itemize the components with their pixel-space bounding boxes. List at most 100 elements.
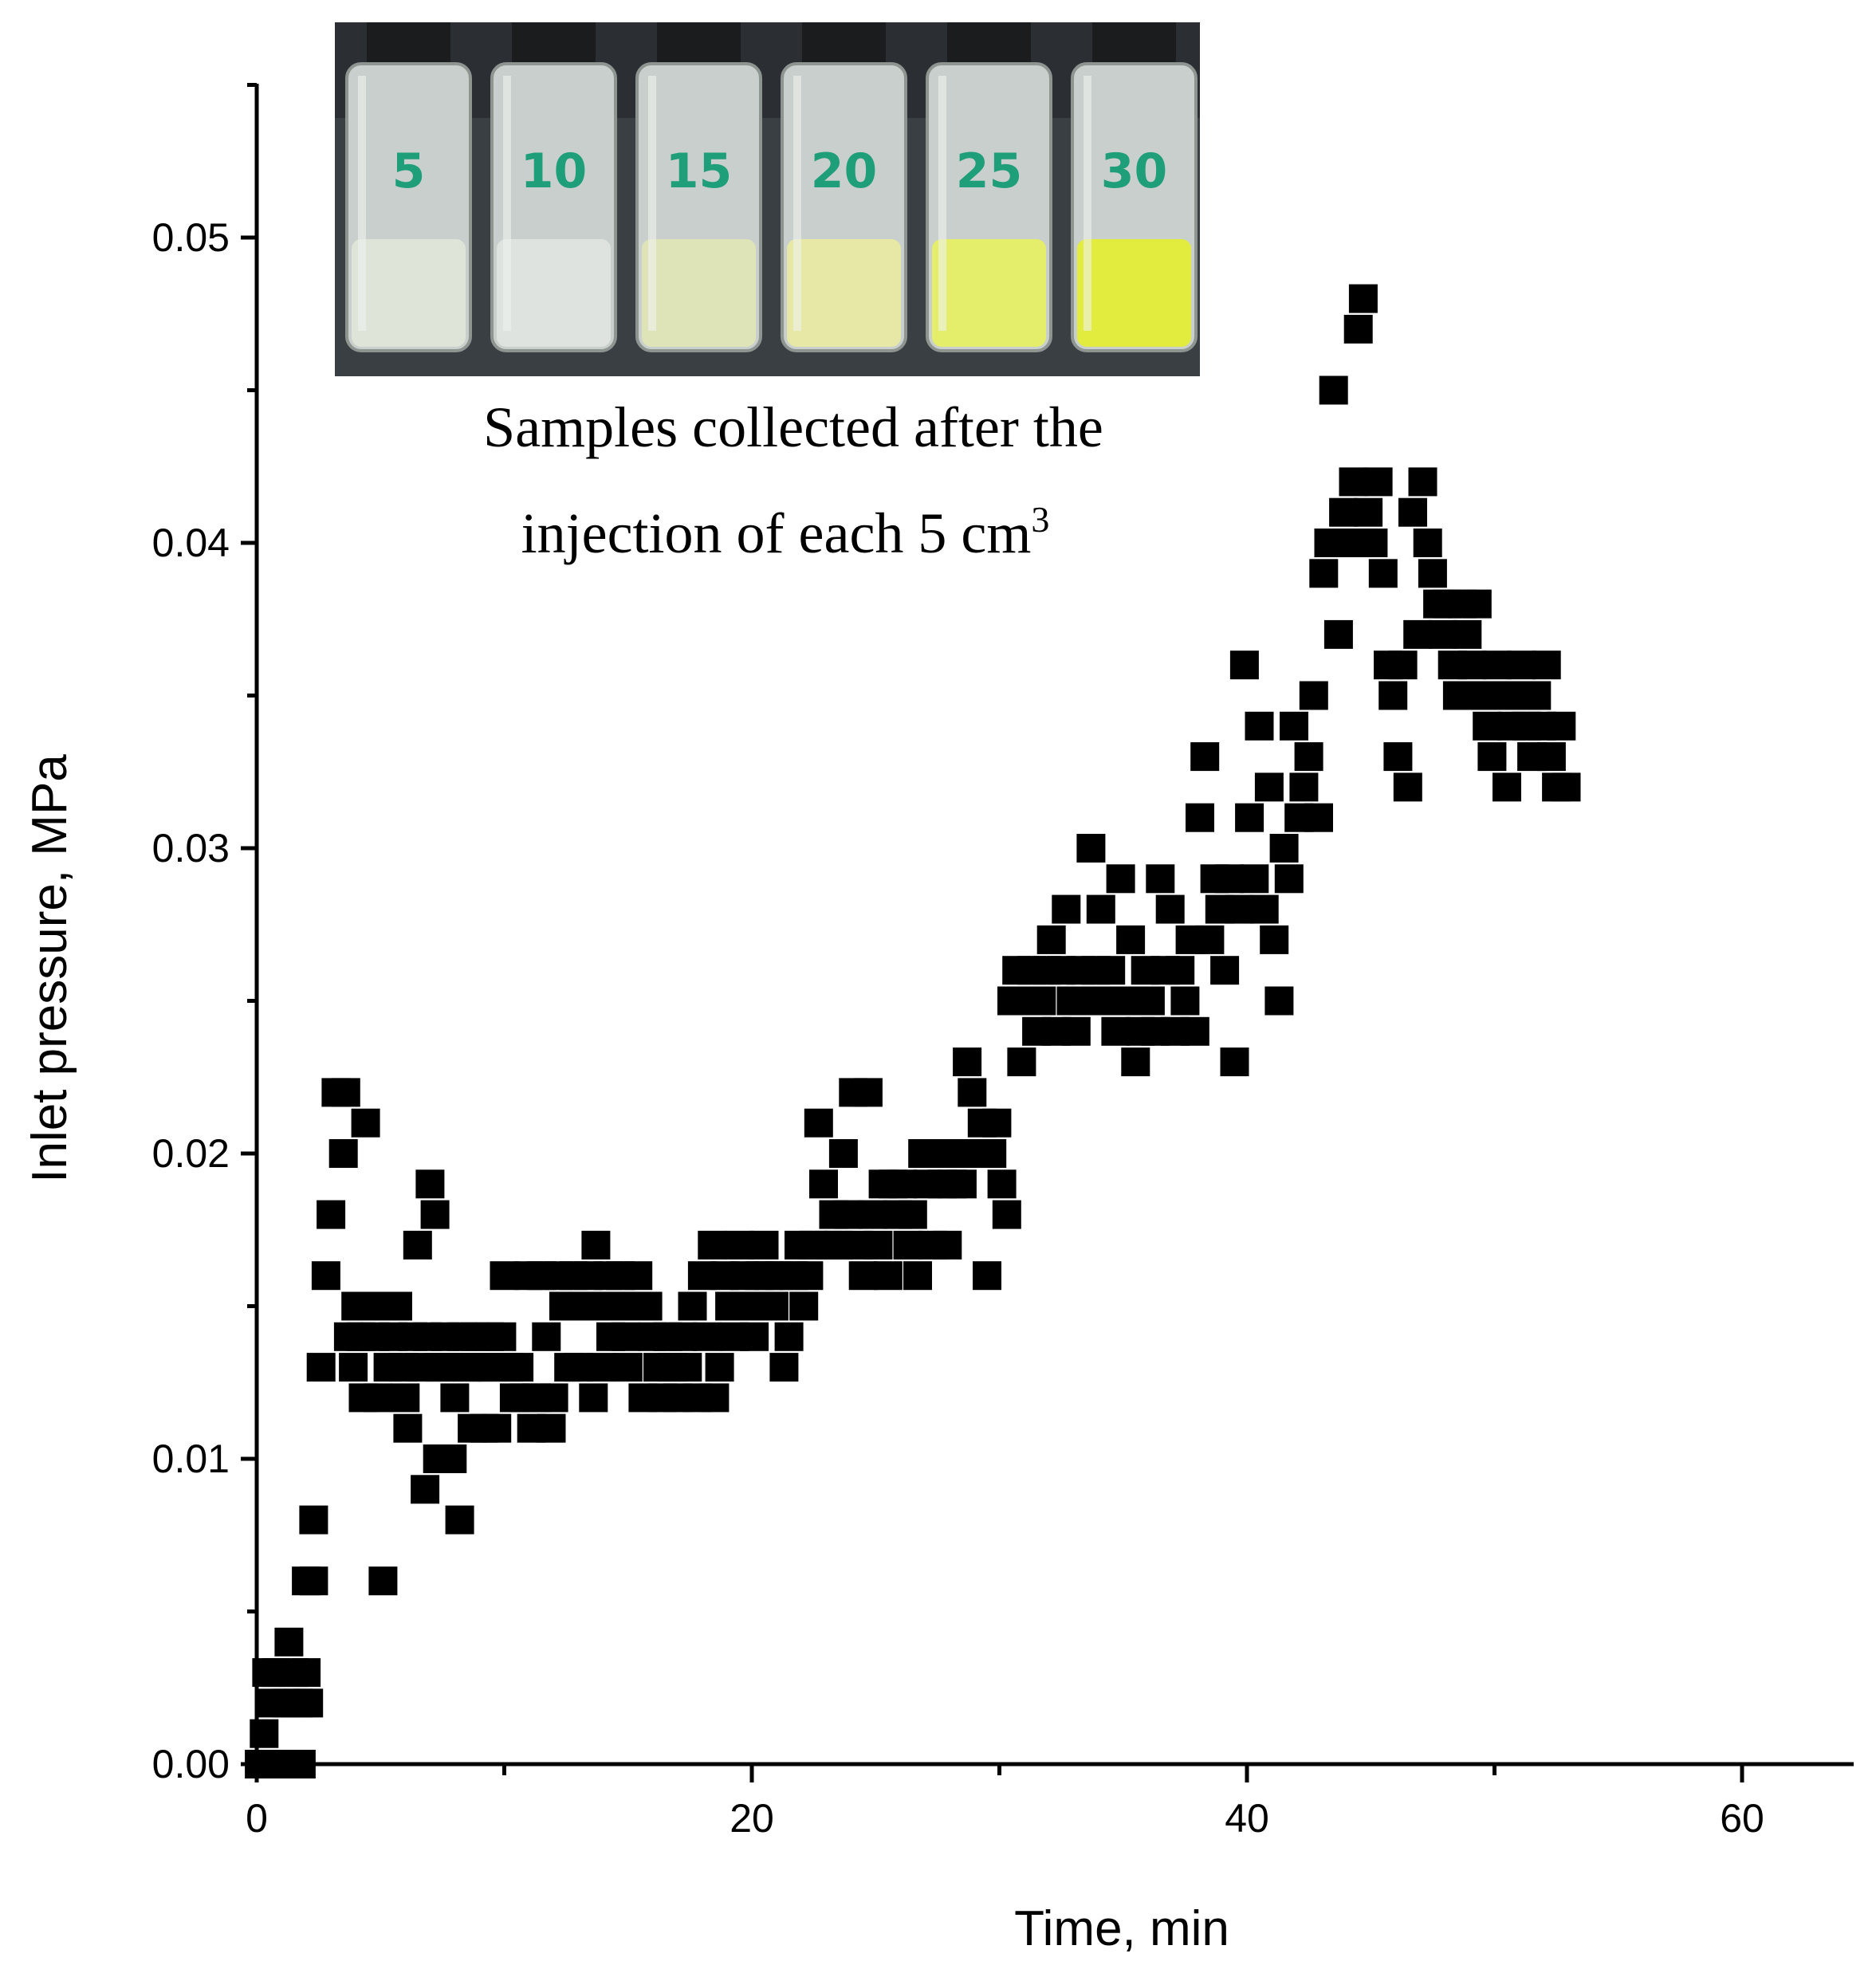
data-point [1280,711,1308,741]
data-point [1398,497,1427,527]
data-point [1220,1047,1249,1077]
y-axis-title: Inlet pressure, MPa [22,754,77,1183]
data-point [299,1566,328,1596]
data-point [1299,681,1328,710]
data-point [693,1322,722,1351]
data-point [863,1230,893,1260]
data-point [749,1230,779,1260]
y-axis-ticks: 0.00 0.01 0.02 0.03 0.04 0.05 [152,83,257,1786]
data-point [1155,894,1185,924]
vial-cap [657,22,741,64]
inset-caption-line-1: Samples collected after the [483,395,1103,459]
data-point [440,1383,470,1413]
data-point [1354,497,1383,527]
data-point [673,1353,702,1382]
data-point [1289,772,1319,802]
data-point [1339,467,1368,497]
data-point [311,1261,340,1291]
data-point [958,1078,987,1107]
data-point [351,1108,380,1138]
data-point [294,1688,324,1718]
vial-cap [1092,22,1176,64]
vial: 20 [781,22,907,352]
data-point [1294,742,1323,772]
vial-highlight [1084,76,1091,331]
data-point [973,1261,1001,1291]
data-point [274,1627,304,1657]
x-tick-label: 0 [246,1796,268,1841]
vial-highlight [793,76,801,331]
data-point [368,1566,398,1596]
data-point [623,1261,653,1291]
data-point [383,1291,412,1321]
data-point [705,1353,734,1382]
data-point [804,1108,833,1138]
vial-highlight [358,76,366,331]
data-point [1304,803,1333,832]
data-point [1027,986,1056,1016]
data-point [1190,742,1220,772]
data-point [339,1353,368,1382]
data-point [1269,834,1299,863]
y-tick-label: 0.03 [152,826,230,871]
vial: 10 [490,22,617,352]
vial-label: 15 [666,143,733,199]
data-point [700,1383,730,1413]
data-point [579,1383,608,1413]
data-point [317,1200,346,1229]
data-point [759,1291,789,1321]
data-point [1036,925,1066,954]
data-point [809,1169,838,1199]
data-point [740,1322,769,1351]
data-point [1477,742,1507,772]
data-point [1229,650,1259,680]
vial: 25 [926,22,1052,352]
inset-caption-line-2-text: injection of each 5 cm [521,501,1032,565]
data-point [438,1444,467,1473]
vial-highlight [503,76,511,331]
data-point [953,1047,982,1077]
data-point [292,1658,321,1688]
data-point [982,1108,1012,1138]
data-point [1101,1016,1131,1046]
data-point [1225,894,1254,924]
data-point [490,1261,519,1291]
data-point [725,1230,754,1260]
vial-liquid [1077,239,1191,347]
inset-caption-line-2: injection of each 5 cm3 [521,499,1050,565]
data-point [1507,650,1536,680]
data-point [1186,803,1214,832]
data-point [769,1353,799,1382]
data-point [1096,956,1126,985]
vial: 5 [345,22,472,352]
data-point [633,1291,663,1321]
data-point [299,1505,328,1535]
data-point [1457,650,1487,680]
data-point [1329,497,1359,527]
data-point [678,1291,707,1321]
data-point [1210,956,1240,985]
y-tick-label: 0.02 [152,1131,230,1176]
y-tick-label: 0.04 [152,521,230,565]
data-point [1413,529,1442,557]
vial-liquid [352,239,466,347]
data-point [1363,467,1393,497]
data-point [1166,956,1195,985]
data-point [328,1139,358,1168]
data-point [532,1322,561,1351]
data-point [1260,925,1289,954]
data-point [1111,986,1140,1016]
data-point [1106,864,1135,894]
data-point [1388,650,1418,680]
vial: 30 [1071,22,1198,352]
data-point [1007,1047,1036,1077]
x-tick-label: 40 [1225,1796,1269,1841]
data-point [789,1291,819,1321]
data-point [893,1230,922,1260]
data-point [888,1169,918,1199]
vial-cap [802,22,886,64]
data-point [1453,619,1482,649]
data-point [977,1139,1007,1168]
vial-liquid [932,239,1046,347]
x-tick-label: 60 [1720,1796,1764,1841]
